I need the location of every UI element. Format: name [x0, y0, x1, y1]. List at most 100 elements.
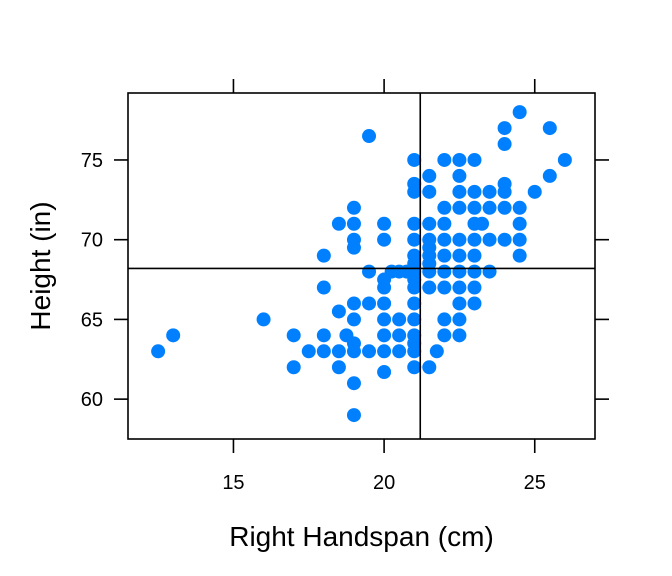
data-point	[407, 184, 422, 199]
data-point	[512, 105, 527, 120]
data-point	[452, 264, 467, 279]
data-point	[437, 216, 452, 231]
data-point	[316, 248, 331, 263]
data-point	[497, 232, 512, 247]
data-point	[392, 344, 407, 359]
data-point	[467, 280, 482, 295]
data-point	[316, 328, 331, 343]
data-point	[316, 280, 331, 295]
data-point	[452, 168, 467, 183]
data-point	[437, 200, 452, 215]
data-point	[512, 216, 527, 231]
data-point	[346, 312, 361, 327]
data-point	[542, 121, 557, 136]
data-point	[377, 328, 392, 343]
data-point	[437, 328, 452, 343]
data-point	[362, 129, 377, 144]
data-point	[346, 200, 361, 215]
data-point	[151, 344, 166, 359]
data-point	[452, 232, 467, 247]
data-point	[437, 264, 452, 279]
x-axis-label: Right Handspan (cm)	[229, 521, 494, 552]
data-point	[452, 312, 467, 327]
x-tick-label: 25	[524, 472, 546, 494]
y-tick-label: 60	[81, 389, 103, 411]
data-point	[482, 200, 497, 215]
data-point	[482, 232, 497, 247]
data-point	[346, 376, 361, 391]
data-point	[422, 184, 437, 199]
data-point	[377, 296, 392, 311]
data-point	[557, 152, 572, 167]
data-point	[452, 200, 467, 215]
data-point	[467, 184, 482, 199]
tick-labels: 15 20 25 60 65 70 75	[81, 150, 546, 494]
data-point	[407, 280, 422, 295]
data-point	[407, 232, 422, 247]
data-point	[166, 328, 181, 343]
data-point	[452, 280, 467, 295]
data-point	[407, 360, 422, 375]
data-point	[331, 344, 346, 359]
data-point	[392, 312, 407, 327]
data-point	[346, 296, 361, 311]
data-point	[377, 344, 392, 359]
data-point	[422, 264, 437, 279]
y-tick-label: 70	[81, 230, 103, 252]
data-point	[362, 264, 377, 279]
data-point	[467, 152, 482, 167]
data-point	[437, 152, 452, 167]
data-point	[467, 232, 482, 247]
data-point	[286, 360, 301, 375]
data-point	[346, 216, 361, 231]
data-point	[497, 200, 512, 215]
data-point	[437, 248, 452, 263]
data-point	[482, 184, 497, 199]
data-point	[362, 344, 377, 359]
data-point	[512, 232, 527, 247]
data-point	[377, 280, 392, 295]
data-point	[256, 312, 271, 327]
data-point	[407, 312, 422, 327]
data-point	[497, 184, 512, 199]
data-point	[377, 365, 392, 380]
data-point	[407, 344, 422, 359]
data-point	[429, 344, 444, 359]
data-point	[422, 360, 437, 375]
data-point	[407, 216, 422, 231]
data-point	[452, 328, 467, 343]
plot-frame	[127, 92, 596, 440]
data-point	[422, 216, 437, 231]
data-point	[512, 200, 527, 215]
data-point	[377, 232, 392, 247]
y-tick-label: 75	[81, 150, 103, 172]
data-point	[527, 184, 542, 199]
y-tick-label: 65	[81, 309, 103, 331]
data-point	[475, 216, 490, 231]
data-point	[316, 344, 331, 359]
data-point	[392, 328, 407, 343]
data-point	[346, 240, 361, 255]
data-point	[331, 216, 346, 231]
x-tick-label: 20	[373, 472, 395, 494]
data-point	[452, 152, 467, 167]
data-point	[512, 248, 527, 263]
x-tick-label: 15	[222, 472, 244, 494]
data-point	[407, 296, 422, 311]
data-point	[482, 264, 497, 279]
data-point	[286, 328, 301, 343]
data-point	[331, 304, 346, 319]
data-point	[422, 280, 437, 295]
data-point	[467, 264, 482, 279]
data-point	[467, 200, 482, 215]
data-point	[377, 216, 392, 231]
data-point	[497, 137, 512, 152]
data-point	[452, 296, 467, 311]
data-point	[422, 168, 437, 183]
data-point	[452, 248, 467, 263]
data-point	[346, 344, 361, 359]
y-axis-label: Height (in)	[25, 201, 56, 330]
data-point	[542, 168, 557, 183]
data-point	[452, 184, 467, 199]
data-points	[151, 105, 572, 423]
